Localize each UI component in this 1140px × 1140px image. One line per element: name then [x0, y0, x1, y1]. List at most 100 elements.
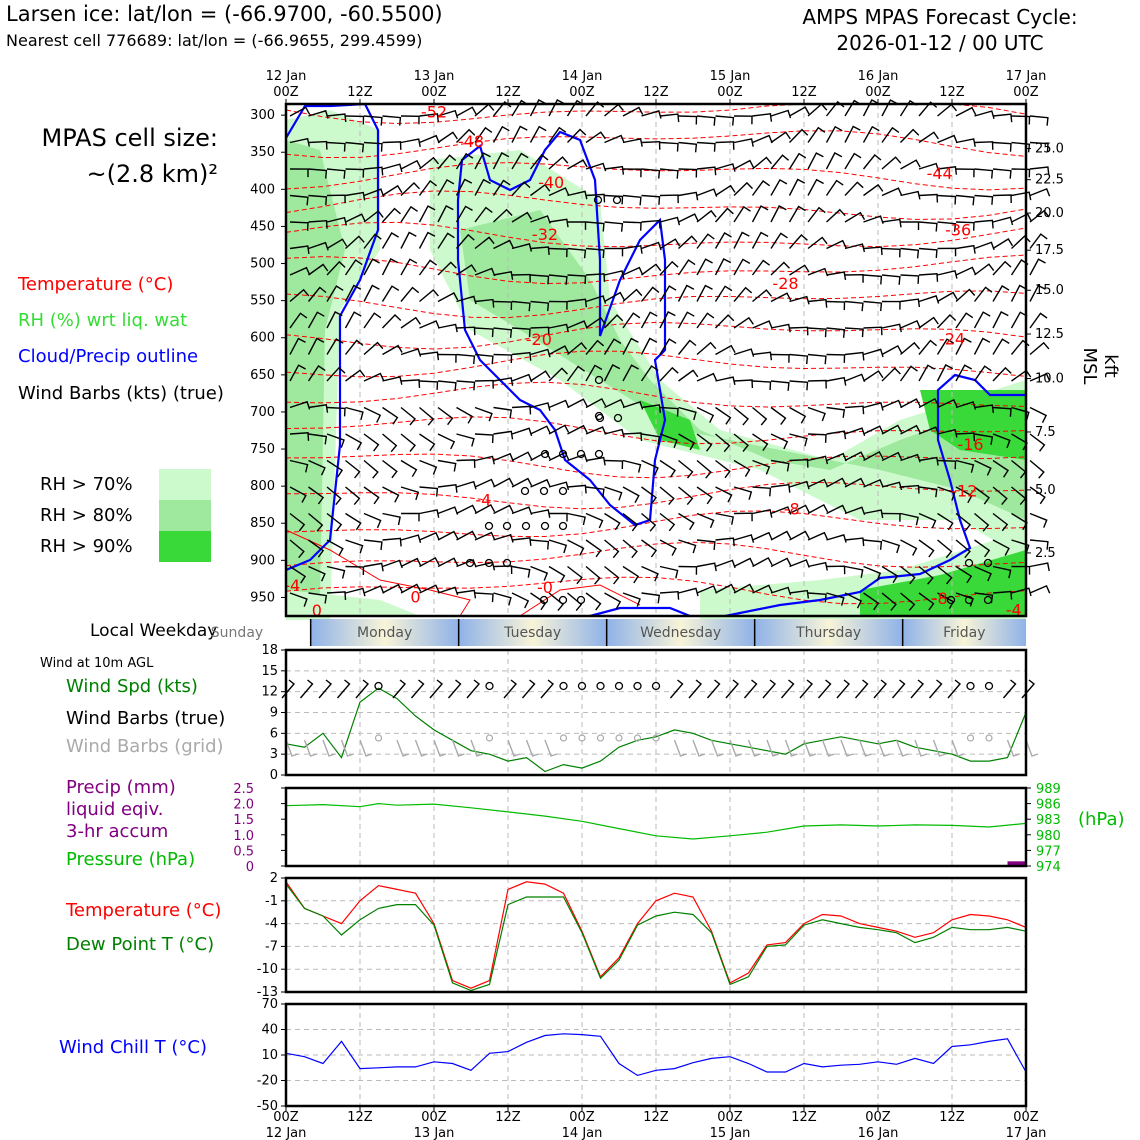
wind-barb — [807, 152, 824, 170]
wind-barb — [585, 339, 605, 355]
wind-barb — [419, 380, 439, 390]
grid-wind-barb — [396, 739, 410, 757]
wind-barb — [659, 168, 679, 179]
top-date-label: 16 Jan — [858, 69, 899, 84]
wind-barb — [622, 194, 642, 206]
cell-size-line1: MPAS cell size: — [41, 124, 218, 152]
wind-barb — [789, 458, 809, 468]
wind-barb — [937, 459, 957, 470]
pressure-tick-label: 500 — [250, 257, 275, 272]
bottom-time-label: 12Z — [939, 1110, 965, 1125]
precip-ytick-label: 1.0 — [233, 829, 254, 844]
wind-barb — [548, 399, 570, 409]
height-tick-label: 12.5 — [1035, 327, 1064, 342]
wind-barb — [308, 459, 326, 476]
wind-barb — [733, 205, 751, 223]
wind-barb — [715, 433, 731, 453]
wind-barb — [881, 218, 902, 228]
wind-barb — [289, 539, 305, 559]
bottom-time-label: 00Z — [717, 1110, 743, 1125]
wind-barb — [863, 300, 883, 312]
wind-barb — [974, 539, 991, 558]
wind-barb — [622, 168, 642, 178]
wind-barb — [308, 194, 328, 205]
wind-barb — [659, 113, 680, 123]
wind-barb — [844, 152, 862, 170]
surface-calm-circle — [374, 681, 383, 691]
wind-barb — [863, 450, 884, 462]
wind-barb — [567, 190, 588, 200]
cloud-outline — [456, 130, 667, 527]
bottom-time-label: 00Z — [1013, 1110, 1039, 1125]
wind-barb — [918, 456, 939, 466]
wind-barb — [881, 367, 901, 382]
wind-barb — [456, 106, 477, 117]
wind-barb — [752, 486, 772, 497]
wind-barb — [289, 194, 309, 206]
wind-barb — [715, 512, 735, 525]
wind-barb — [567, 159, 588, 170]
wind-barb — [585, 592, 602, 611]
wind-barb — [419, 486, 439, 497]
wind-barb — [937, 512, 954, 531]
wind-panel-ytick-label: 18 — [261, 643, 278, 658]
grid-wind-barb — [451, 739, 465, 757]
wind-barb — [918, 316, 939, 329]
wind-barb — [844, 373, 866, 383]
wind-barb — [437, 178, 455, 196]
height-tick-label: 15.0 — [1035, 283, 1064, 298]
wind-barb — [937, 539, 953, 559]
wind-barb — [1011, 235, 1031, 250]
wind-barb — [455, 205, 473, 223]
wind-barb — [789, 295, 810, 305]
grid-wind-barb — [803, 739, 817, 757]
wind-barb — [585, 456, 606, 466]
grid-wind-barb — [692, 739, 706, 757]
wind-barb — [752, 531, 773, 541]
wind-barb — [918, 295, 940, 304]
wind-barb — [548, 218, 569, 228]
calm-circle — [983, 595, 993, 605]
wind-barb — [511, 273, 531, 283]
wind-barb — [437, 323, 458, 333]
temperature-label: -24 — [939, 329, 965, 348]
wind-barb — [937, 398, 958, 409]
calm-circle — [612, 195, 622, 205]
grid-wind-barb — [285, 739, 299, 757]
wind-barb — [381, 258, 399, 276]
wind-barb — [678, 115, 698, 125]
wind-barb — [1029, 284, 1046, 302]
wind-barb — [770, 323, 791, 333]
wind-barb — [345, 587, 366, 597]
wind-barb — [622, 312, 641, 329]
wind-barb — [715, 163, 736, 172]
wind-barb — [345, 235, 365, 250]
wind-barb — [659, 539, 677, 556]
wind-barb — [715, 583, 736, 594]
wind-barb — [382, 115, 402, 126]
wind-barb — [382, 512, 401, 526]
wind-barb — [1011, 168, 1031, 178]
wind-barb — [678, 539, 697, 554]
wind-barb — [770, 109, 792, 119]
wind-panel-ytick-label: 6 — [270, 726, 278, 741]
wind-barb — [437, 380, 457, 391]
height-tick-label: 17.5 — [1035, 243, 1064, 258]
wind-barb — [419, 320, 440, 329]
pressure-tick-label: 950 — [250, 590, 275, 605]
wind-barb — [936, 314, 957, 329]
wind-barb — [955, 288, 976, 303]
wind-barb — [659, 238, 681, 250]
wind-barb — [752, 289, 773, 303]
wind-barb — [770, 353, 790, 363]
top-time-label: 00Z — [273, 85, 299, 100]
wind-barb — [474, 433, 494, 444]
wind-barb — [641, 565, 659, 582]
wind-barb — [474, 406, 493, 422]
temperature-contour — [285, 381, 1027, 408]
calm-circle — [540, 521, 550, 531]
wind-barb — [363, 486, 380, 505]
wind-barb — [899, 365, 918, 382]
grid-wind-barb — [877, 739, 891, 757]
wind-barb — [807, 298, 828, 308]
